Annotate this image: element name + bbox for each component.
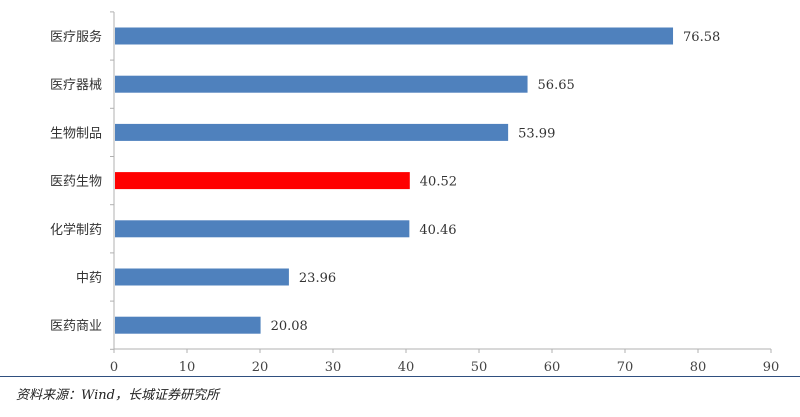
bar	[115, 268, 289, 286]
x-tick-label: 60	[544, 360, 561, 375]
value-label: 40.46	[419, 223, 456, 238]
category-label: 医疗服务	[50, 29, 102, 45]
x-tick-label: 20	[252, 360, 269, 375]
bar	[115, 220, 410, 238]
x-tick-label: 50	[471, 360, 488, 375]
bar	[115, 27, 674, 45]
category-label: 医疗器械	[50, 78, 102, 93]
value-label: 53.99	[518, 126, 555, 141]
category-label: 中药	[76, 271, 102, 286]
x-tick-label: 30	[325, 360, 342, 375]
x-tick-label: 90	[763, 360, 780, 375]
value-label: 20.08	[271, 319, 308, 334]
value-label: 76.58	[683, 30, 720, 45]
category-label: 生物制品	[50, 126, 102, 141]
bar	[115, 123, 509, 141]
x-tick-label: 40	[398, 360, 415, 375]
value-label: 23.96	[299, 271, 336, 286]
x-tick-label: 10	[179, 360, 196, 375]
value-label: 40.52	[420, 175, 457, 190]
x-tick-label: 0	[110, 360, 118, 375]
value-label: 56.65	[538, 78, 575, 93]
bar	[115, 316, 261, 334]
bar	[115, 172, 410, 190]
category-label: 医药商业	[50, 319, 102, 334]
source-divider	[0, 376, 800, 377]
bar	[115, 75, 528, 93]
category-label: 化学制药	[50, 222, 102, 238]
x-tick-label: 70	[617, 360, 634, 375]
x-tick-label: 80	[690, 360, 707, 375]
category-label: 医药生物	[50, 175, 102, 190]
source-note: 资料来源：Wind，长城证券研究所	[16, 388, 219, 403]
